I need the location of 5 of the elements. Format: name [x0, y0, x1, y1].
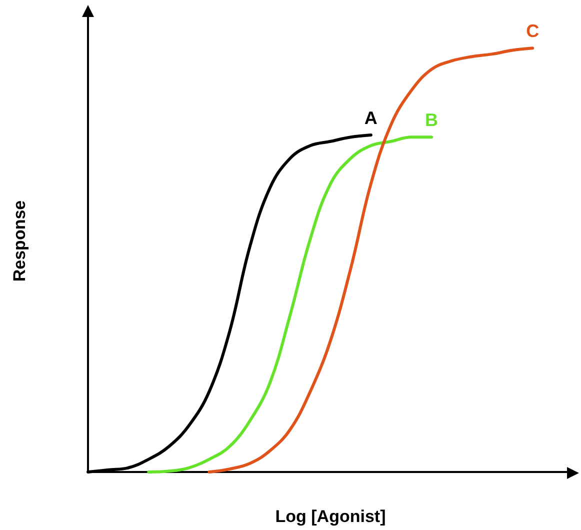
series-label: A	[364, 108, 378, 128]
y-axis-title: Response	[10, 200, 29, 282]
series-label: B	[425, 110, 438, 130]
x-axis-title: Log [Agonist]	[275, 507, 386, 526]
series-label: C	[526, 21, 540, 42]
